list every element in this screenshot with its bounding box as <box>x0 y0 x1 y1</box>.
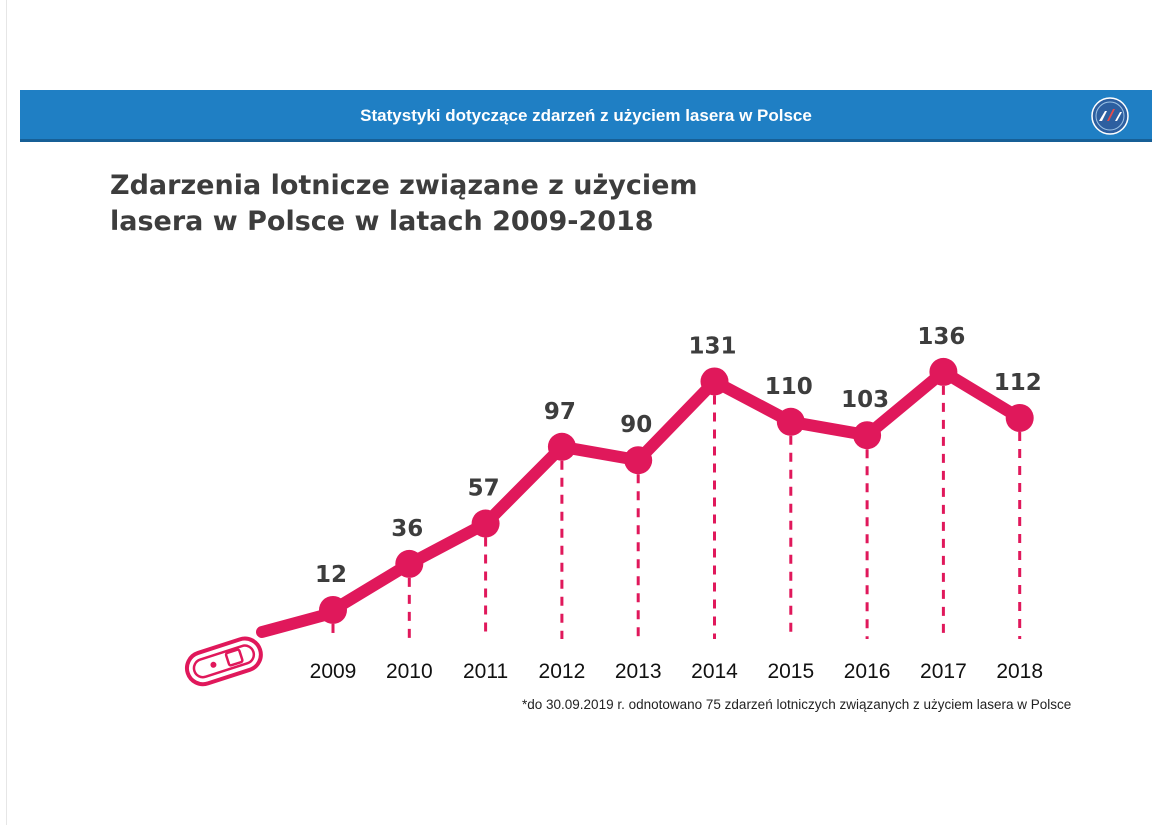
data-point-2009 <box>319 595 347 624</box>
footnote: *do 30.09.2019 r. odnotowano 75 zdarzeń … <box>522 697 1072 712</box>
banner-title: Statystyki dotyczące zdarzeń z użyciem l… <box>360 106 812 125</box>
value-label-2015: 110 <box>765 374 813 400</box>
x-tick-label-2012: 2012 <box>539 660 586 683</box>
x-tick-label-2015: 2015 <box>767 660 814 683</box>
data-point-2017 <box>929 357 958 386</box>
value-label-2018: 112 <box>994 370 1042 396</box>
x-tick-label-2017: 2017 <box>920 660 967 683</box>
data-point-2012 <box>547 432 576 461</box>
value-label-2009: 12 <box>315 562 347 588</box>
value-label-2016: 103 <box>841 387 889 413</box>
value-label-2013: 90 <box>620 412 652 438</box>
value-label-2010: 36 <box>391 516 423 542</box>
x-tick-label-2011: 2011 <box>463 660 508 683</box>
value-label-2011: 57 <box>468 476 500 502</box>
header-banner: Statystyki dotyczące zdarzeń z użyciem l… <box>20 90 1152 142</box>
data-point-2014 <box>700 367 729 396</box>
data-point-2018 <box>1005 403 1034 432</box>
value-label-2014: 131 <box>688 333 736 359</box>
data-point-2016 <box>853 421 882 450</box>
data-point-2015 <box>776 407 805 436</box>
value-label-2017: 136 <box>917 324 965 350</box>
x-tick-label-2018: 2018 <box>996 660 1043 683</box>
data-point-2010 <box>395 549 424 578</box>
chart-title-line-1: Zdarzenia lotnicze związane z użyciem <box>110 170 698 201</box>
x-tick-label-2010: 2010 <box>386 660 433 683</box>
aviation-authority-logo-icon <box>1091 97 1129 135</box>
x-tick-label-2013: 2013 <box>615 660 662 683</box>
value-label-2012: 97 <box>544 399 576 425</box>
x-tick-label-2009: 2009 <box>310 660 357 683</box>
x-tick-label-2014: 2014 <box>691 660 738 683</box>
x-tick-label-2016: 2016 <box>844 660 891 683</box>
chart-title: Zdarzenia lotnicze związane z użyciem la… <box>110 168 710 240</box>
page-edge <box>6 0 7 825</box>
series-line <box>327 365 1026 616</box>
chart-title-line-2: lasera w Polsce w latach 2009-2018 <box>110 206 654 237</box>
data-point-2013 <box>624 446 653 475</box>
data-point-2011 <box>471 509 500 538</box>
